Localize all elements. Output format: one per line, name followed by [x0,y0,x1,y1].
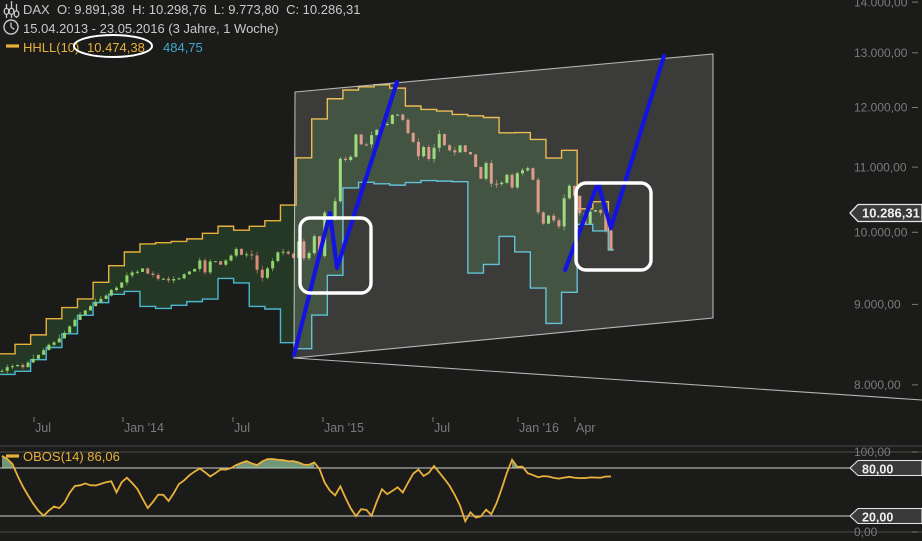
svg-text:10.474,38: 10.474,38 [87,40,145,55]
svg-text:Jan '15: Jan '15 [324,421,364,435]
svg-text:14.000,00: 14.000,00 [854,0,908,9]
svg-text:Jul: Jul [35,421,51,435]
svg-text:13.000,00: 13.000,00 [854,46,908,60]
svg-text:10.286,31: 10.286,31 [862,205,920,220]
svg-text:Apr: Apr [576,421,595,435]
svg-text:484,75: 484,75 [163,40,203,55]
svg-text:9.000,00: 9.000,00 [854,298,901,312]
svg-text:Jul: Jul [434,421,450,435]
svg-text:80,00: 80,00 [862,463,893,477]
svg-text:20,00: 20,00 [862,511,893,525]
svg-text:Jan '16: Jan '16 [519,421,559,435]
svg-text:Jan '14: Jan '14 [124,421,164,435]
svg-text:10.000,00: 10.000,00 [854,226,908,240]
svg-text:11.000,00: 11.000,00 [854,160,907,174]
svg-text:HHLL(10): HHLL(10) [23,40,79,55]
svg-text:Jul: Jul [234,421,250,435]
svg-text:0,00: 0,00 [854,525,878,539]
svg-text:OBOS(14) 86,06: OBOS(14) 86,06 [23,449,120,464]
svg-text:DAX O: 9.891,38 H: 10.298,76: DAX O: 9.891,38 H: 10.298,76 L: 9.773,80… [23,2,361,17]
svg-text:15.04.2013 - 23.05.2016 (3 Jah: 15.04.2013 - 23.05.2016 (3 Jahre, 1 Woch… [23,21,279,36]
svg-text:100,00: 100,00 [854,445,891,459]
svg-text:12.000,00: 12.000,00 [854,101,908,115]
svg-text:8.000,00: 8.000,00 [854,378,901,392]
